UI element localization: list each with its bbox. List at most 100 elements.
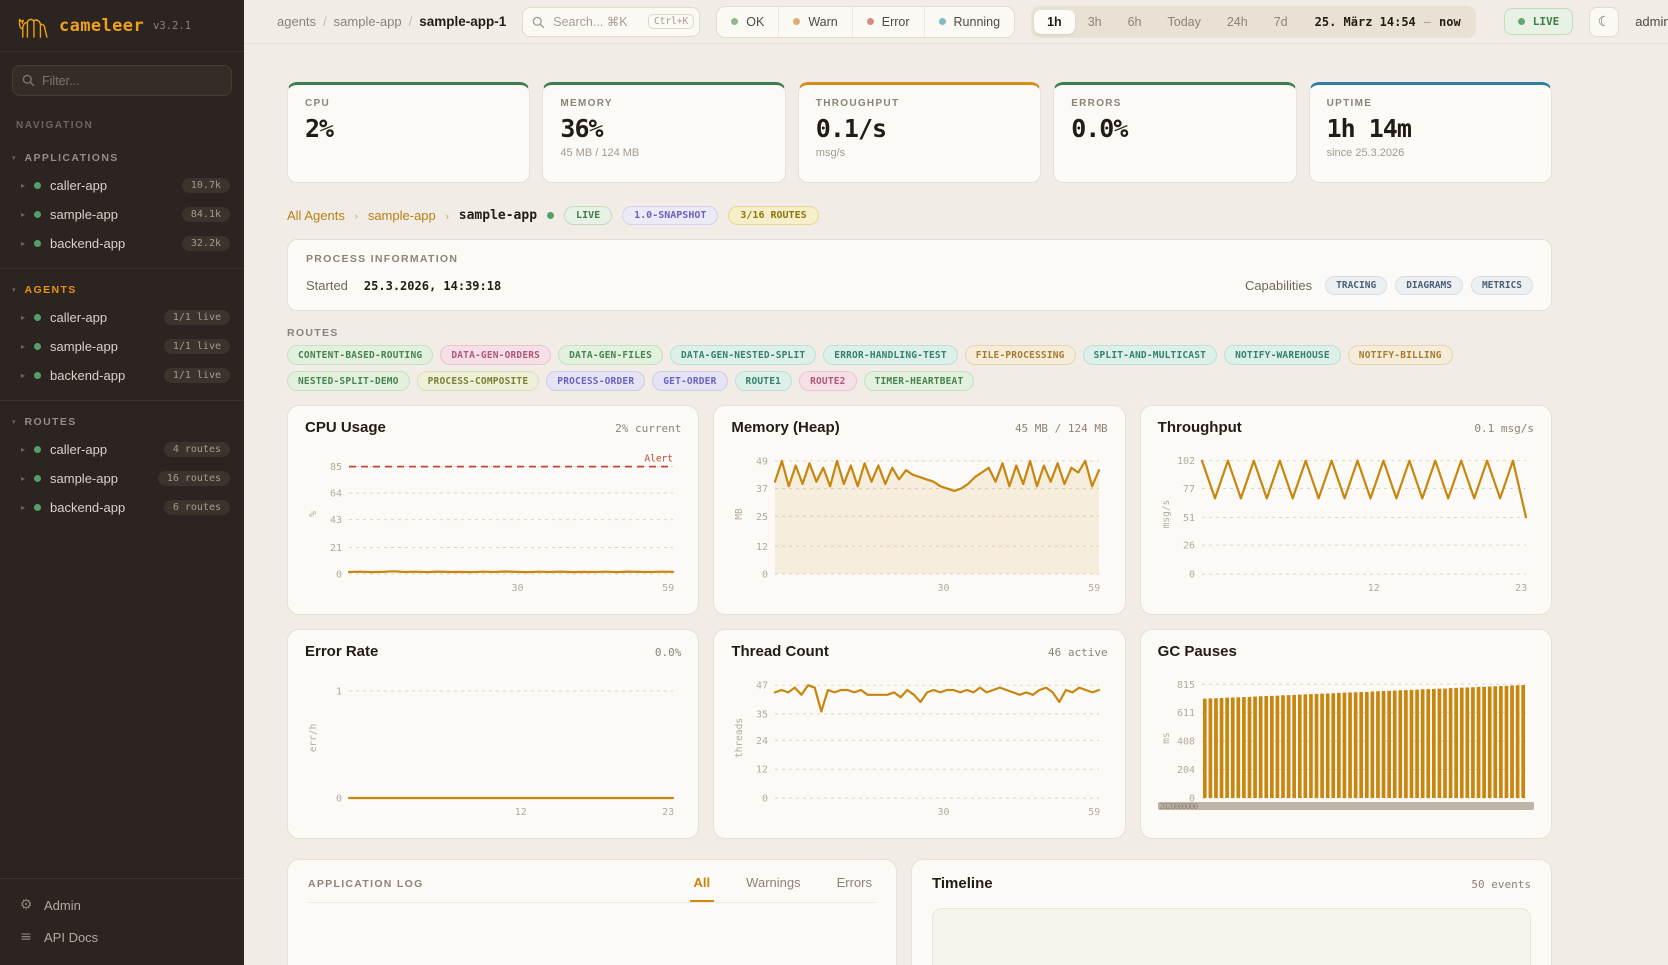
svg-text:30: 30 [938,583,950,594]
sidebar-item-routes-backend-app[interactable]: ▸ backend-app 6 routes [0,493,244,522]
agent-crumb-sample-app[interactable]: sample-app [367,208,436,223]
status-filter-error[interactable]: Error [851,6,924,37]
range-button-24h[interactable]: 24h [1226,14,1248,29]
sidebar-section-applications: ▾ APPLICATIONS ▸ caller-app 10.7k ▸ sample-app… [0,137,244,268]
user-name[interactable]: admin [1635,14,1668,29]
range-button-today[interactable]: Today [1167,14,1201,29]
stat-sub: msg/s [815,147,846,159]
route-chip-content-based-routing[interactable]: CONTENT-BASED-ROUTING [287,345,434,365]
item-label: backend-app [50,500,126,515]
section-header-agents[interactable]: ▾ AGENTS [0,277,244,303]
route-chip-route1[interactable]: ROUTE1 [734,371,793,391]
breadcrumb-agents[interactable]: agents [277,14,317,29]
live-label: LIVE [1532,15,1560,28]
app-logo[interactable]: cameleer v3.2.1 [0,0,244,52]
chart-card-memory-heap: Memory (Heap) 45 MB / 124 MB 49 37 25 12 0 MB 30… [713,405,1126,615]
range-buttons: 1h 3h 6h Today 24h 7d [1034,9,1301,34]
route-chip-data-gen-orders[interactable]: DATA-GEN-ORDERS [440,345,552,365]
agent-crumb-all-agents[interactable]: All Agents [287,208,345,223]
section-label: ROUTES [24,416,77,428]
range-button-1h[interactable]: 1h [1034,9,1075,34]
chart-plot-cpu-usage: 85 64 43 21 0% Alert 30 59 [308,454,674,594]
route-chip-error-handling-test[interactable]: ERROR-HANDLING-TEST [823,345,958,365]
route-chip-timer-heartbeat[interactable]: TIMER-HEARTBEAT [863,371,975,391]
sidebar-item-routes-sample-app[interactable]: ▸ sample-app 16 routes [0,464,244,493]
route-chip-data-gen-files[interactable]: DATA-GEN-FILES [558,345,663,365]
sidebar-item-agents-sample-app[interactable]: ▸ sample-app 1/1 live [0,332,244,361]
footer-item-admin[interactable]: ⚙ Admin [0,889,244,921]
breadcrumb-separator: / [323,14,327,29]
sidebar-item-agents-backend-app[interactable]: ▸ backend-app 1/1 live [0,361,244,390]
chart-header: Memory (Heap) 45 MB / 124 MB [731,419,1107,436]
range-button-6h[interactable]: 6h [1127,14,1142,29]
svg-text:Alert: Alert [644,454,673,465]
agent-badge-3-16-routes: 3/16 ROUTES [728,206,819,225]
status-filter-warn[interactable]: Warn [778,6,851,37]
status-dot-icon [866,18,874,25]
status-dot-icon [34,343,42,350]
log-tab-warnings[interactable]: Warnings [746,875,801,890]
item-badge: 1/1 live [163,368,230,383]
route-chip-process-composite[interactable]: PROCESS-COMPOSITE [416,371,540,391]
search-icon [532,16,545,28]
chart-card-gc-pauses: GC Pauses 815 611 408 204 0 ms 2020000000 [1139,629,1552,839]
sidebar-item-applications-backend-app[interactable]: ▸ backend-app 32.2k [0,229,244,258]
svg-text:threads: threads [734,718,745,758]
stat-card-memory: MEMORY 36% 45 MB / 124 MB [542,82,786,183]
chart-plot-error-rate: 1 0 err/h 12 23 [308,686,674,818]
camel-logo-icon [18,18,48,38]
item-label: sample-app [50,207,118,222]
status-filter-label: Running [953,14,1001,29]
route-chip-nested-split-demo[interactable]: NESTED-SPLIT-DEMO [287,371,410,391]
log-header: APPLICATION LOG All Warnings Errors [308,875,876,903]
status-filter-label: Warn [808,14,838,29]
item-badge: 1/1 live [163,310,230,325]
chevron-right-icon: ▸ [21,474,26,483]
svg-text:26: 26 [1183,541,1195,552]
app-name: cameleer [59,16,145,36]
breadcrumb-sample-app[interactable]: sample-app [333,14,402,29]
chart-title: Thread Count [731,643,829,660]
sidebar-item-routes-caller-app[interactable]: ▸ caller-app 4 routes [0,435,244,464]
route-chip-data-gen-nested-split[interactable]: DATA-GEN-NESTED-SPLIT [669,345,817,365]
footer-item-api-docs[interactable]: ≡ API Docs [0,921,244,953]
stat-value: 2% [305,114,334,143]
section-header-applications[interactable]: ▾ APPLICATIONS [0,145,244,171]
sidebar-item-applications-caller-app[interactable]: ▸ caller-app 10.7k [0,171,244,200]
svg-text:102: 102 [1177,456,1195,467]
sidebar-item-agents-caller-app[interactable]: ▸ caller-app 1/1 live [0,303,244,332]
status-filter-ok[interactable]: OK [717,7,778,37]
status-filter-running[interactable]: Running [923,6,1015,37]
item-label: caller-app [50,310,108,325]
route-chip-route2[interactable]: ROUTE2 [799,371,857,391]
route-chip-get-order[interactable]: GET-ORDER [652,371,728,391]
search-icon [22,74,35,87]
live-toggle[interactable]: LIVE [1503,8,1574,35]
chart-current-value: 2% current [615,422,682,435]
route-chip-file-processing[interactable]: FILE-PROCESSING [964,345,1076,365]
chart-header: GC Pauses [1158,643,1534,660]
log-tab-all[interactable]: All [689,875,715,902]
log-tab-errors[interactable]: Errors [836,875,872,890]
item-badge: 16 routes [157,471,230,486]
svg-text:51: 51 [1183,513,1195,524]
routes-title: ROUTES [287,327,339,339]
svg-text:0: 0 [336,570,342,581]
agent-header-row: All Agents › sample-app › sample-app LIVE 1.0-… [287,206,1552,225]
route-chip-notify-warehouse[interactable]: NOTIFY-WAREHOUSE [1224,345,1341,365]
route-chip-split-and-multicast[interactable]: SPLIT-AND-MULTICAST [1082,345,1218,365]
main-area: agents / sample-app / sample-app-1 Ctrl+K OK… [244,0,1668,965]
time-range-display[interactable]: 25. März 14:54 — now [1315,15,1461,29]
range-button-7d[interactable]: 7d [1273,14,1288,29]
sidebar-item-applications-sample-app[interactable]: ▸ sample-app 84.1k [0,200,244,229]
section-header-routes[interactable]: ▾ ROUTES [0,409,244,435]
route-chip-process-order[interactable]: PROCESS-ORDER [546,371,646,391]
filter-input[interactable] [12,65,232,96]
route-chip-notify-billing[interactable]: NOTIFY-BILLING [1347,345,1453,365]
search-box: Ctrl+K [522,6,701,37]
dark-mode-toggle[interactable]: ☾ [1589,6,1620,37]
status-dot-icon [34,504,42,511]
current-agent-name: sample-app [458,208,538,223]
item-label: caller-app [50,178,108,193]
range-button-3h[interactable]: 3h [1087,14,1102,29]
